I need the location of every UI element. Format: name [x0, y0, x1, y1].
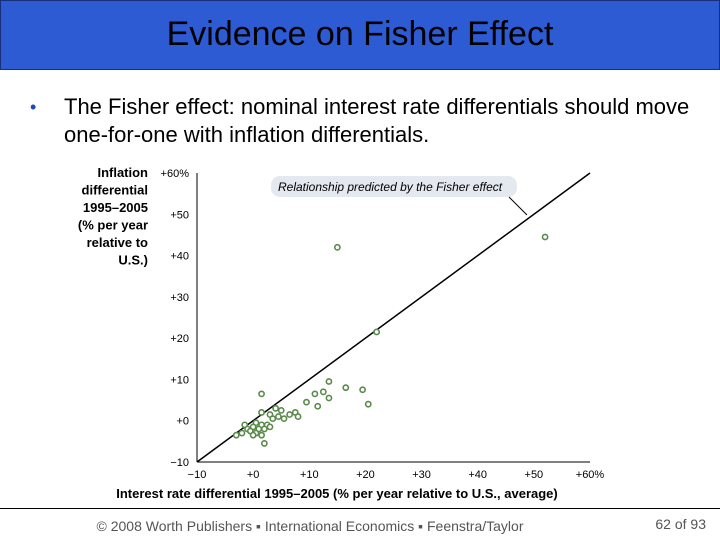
y-tick-label: +50 — [170, 209, 189, 221]
y-tick-label: +10 — [170, 374, 189, 386]
x-tick-label: +20 — [356, 469, 375, 481]
data-point — [333, 243, 341, 251]
fisher-scatter-chart: Inflation differential 1995–2005 (% per yea… — [78, 165, 605, 501]
x-tick-label: +30 — [412, 469, 431, 481]
data-point — [359, 386, 367, 394]
data-point — [280, 415, 288, 423]
data-point — [303, 398, 310, 406]
bullet-icon: • — [30, 97, 37, 117]
data-point — [272, 404, 279, 412]
y-tick-label: +40 — [170, 251, 189, 263]
data-point — [325, 394, 333, 402]
data-point — [232, 431, 240, 439]
data-point — [342, 384, 350, 392]
footer-text: © 2008 Worth Publishers ▪ International … — [96, 518, 524, 534]
y-tick-label: +20 — [170, 333, 189, 345]
annotation-box — [271, 176, 517, 197]
x-tick-label: +0 — [247, 469, 260, 481]
y-axis-label-line: relative to — [87, 235, 148, 250]
data-point — [238, 429, 246, 437]
x-tick-label: +10 — [300, 469, 319, 481]
title-bar: Evidence on Fisher Effect — [0, 0, 720, 70]
page-number: 62 — [655, 516, 671, 532]
data-point — [249, 431, 257, 439]
y-tick-label: +60% — [161, 168, 190, 180]
y-tick-label: +0 — [176, 416, 189, 428]
y-axis-label-line: U.S.) — [118, 253, 148, 268]
data-point — [269, 415, 277, 423]
data-point — [260, 425, 268, 433]
x-tick-labels: −10 +0 +10 +20 +30 +40 +50 +60% — [188, 469, 605, 481]
y-axis-label-line: 1995–2005 — [83, 200, 148, 215]
x-axis-label: Interest rate differential 1995–2005 (% … — [116, 486, 558, 501]
page-total: of 93 — [674, 516, 706, 532]
data-point — [258, 390, 265, 398]
y-axis-label-line: differential — [82, 183, 148, 198]
y-tick-label: +30 — [170, 292, 189, 304]
data-point — [319, 388, 327, 396]
data-point — [277, 406, 285, 414]
fisher-effect-line — [196, 172, 591, 463]
data-point — [286, 411, 294, 418]
annotation-leader-line — [508, 196, 528, 216]
data-point — [364, 400, 372, 408]
data-point — [373, 328, 381, 336]
data-point — [275, 413, 282, 420]
data-point — [294, 413, 302, 420]
data-point — [325, 378, 333, 385]
slide-title: Evidence on Fisher Effect — [166, 15, 554, 53]
y-tick-label: −10 — [170, 457, 189, 469]
footer-divider — [0, 508, 720, 509]
annotation-text: Relationship predicted by the Fisher eff… — [278, 180, 503, 194]
data-point — [260, 440, 268, 447]
x-tick-label: +40 — [468, 469, 487, 481]
data-point — [258, 431, 265, 439]
data-point — [541, 233, 549, 241]
data-points — [232, 233, 549, 447]
y-axis-label-line: Inflation — [97, 165, 148, 180]
x-tick-label: +60% — [576, 469, 605, 481]
data-point — [314, 402, 322, 410]
y-tick-labels: −10 +0 +10 +20 +30 +40 +50 +60% — [161, 168, 190, 469]
data-point — [266, 423, 274, 431]
bullet-text: The Fisher effect: nominal interest rate… — [64, 94, 690, 147]
x-tick-label: +50 — [525, 469, 544, 481]
y-axis-label-line: (% per year — [78, 218, 148, 233]
x-tick-label: −10 — [188, 469, 207, 481]
y-axis-label: Inflation differential 1995–2005 (% per yea… — [78, 165, 148, 268]
page-indicator: 62 of 93 — [655, 516, 706, 532]
data-point — [258, 409, 265, 416]
data-point — [311, 390, 319, 398]
